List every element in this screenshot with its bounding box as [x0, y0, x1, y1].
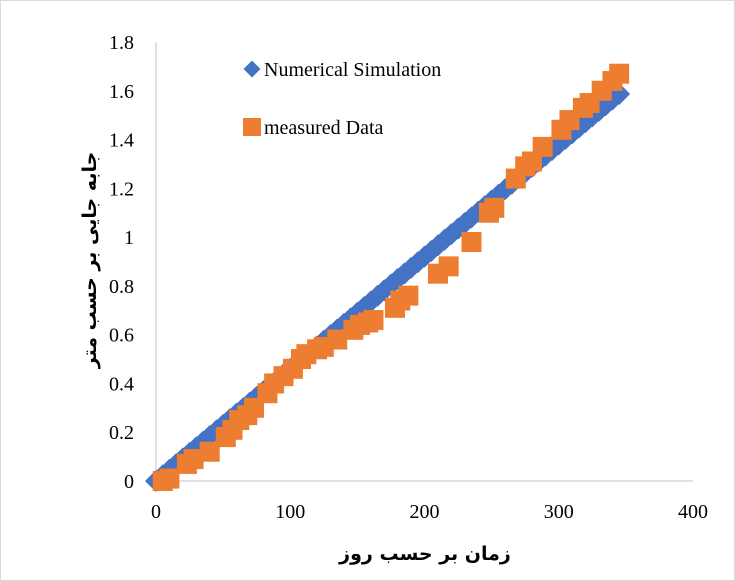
measured-data-point	[484, 197, 505, 218]
y-tick-label: 0.4	[109, 373, 134, 395]
y-tick-label: 0.8	[109, 276, 134, 298]
measured-data-series	[152, 63, 630, 491]
y-tick-label: 1.4	[109, 130, 134, 152]
y-tick-labels: 0 0.2 0.4 0.6 0.8 1 1.2 1.4 1.6 1.8	[109, 32, 134, 493]
x-tick-label: 200	[410, 501, 440, 523]
legend-label-measured-data: measured Data	[264, 117, 384, 139]
x-tick-label: 0	[151, 501, 161, 523]
legend-entry-measured-data: measured Data	[243, 117, 384, 139]
y-tick-label: 1.6	[109, 81, 134, 103]
measured-data-point	[183, 449, 204, 470]
y-tick-label: 1.8	[109, 32, 134, 54]
measured-data-point	[327, 329, 348, 350]
y-axis-title: جابه جایی بر حسب متر	[79, 152, 101, 370]
measured-data-point	[461, 231, 482, 252]
x-tick-label: 300	[544, 501, 574, 523]
y-tick-label: 0	[124, 471, 134, 493]
axes	[155, 42, 693, 482]
measured-data-point	[438, 256, 459, 277]
y-tick-label: 0.6	[109, 325, 134, 347]
y-tick-label: 1	[124, 227, 134, 249]
legend: Numerical Simulation measured Data	[243, 59, 441, 139]
x-tick-label: 100	[275, 501, 305, 523]
x-tick-label: 400	[678, 501, 708, 523]
legend-square-marker	[243, 118, 261, 136]
legend-entry-numerical-simulation: Numerical Simulation	[243, 59, 441, 81]
measured-data-point	[159, 468, 180, 489]
measured-data-point	[363, 310, 384, 331]
measured-data-point	[398, 285, 419, 306]
measured-data-point	[609, 63, 630, 84]
legend-label-numerical-simulation: Numerical Simulation	[264, 59, 441, 81]
measured-data-point	[199, 441, 220, 462]
y-tick-label: 0.2	[109, 422, 134, 444]
numerical-simulation-point	[406, 251, 429, 274]
y-tick-label: 1.2	[109, 178, 134, 200]
x-axis-title: زمان بر حسب روز	[338, 543, 511, 565]
x-tick-labels: 0 100 200 300 400	[151, 501, 708, 523]
measured-data-point	[532, 136, 553, 157]
legend-diamond-marker	[243, 60, 261, 78]
